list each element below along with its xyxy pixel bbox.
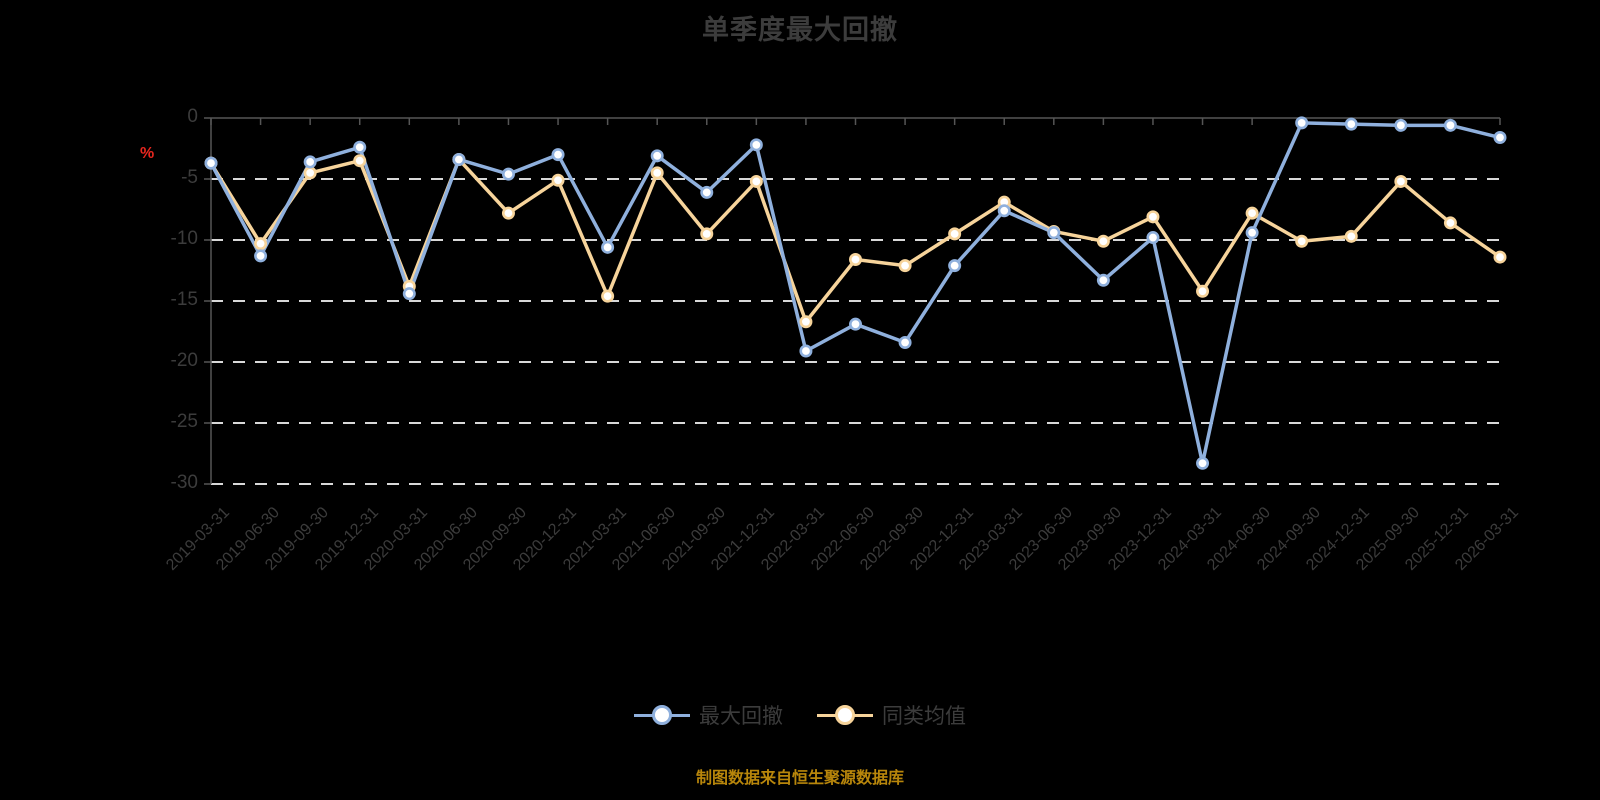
data-point — [1096, 234, 1110, 248]
y-axis-tick-label: -20 — [170, 350, 198, 371]
data-point — [353, 140, 367, 154]
data-point — [1493, 131, 1507, 145]
data-point — [749, 138, 763, 152]
data-point — [204, 156, 218, 170]
legend-marker-icon — [817, 704, 873, 726]
y-axis-tick-label: -5 — [181, 167, 198, 188]
data-point — [948, 259, 962, 273]
data-point — [1443, 216, 1457, 230]
data-point — [1245, 206, 1259, 220]
data-point — [650, 166, 664, 180]
data-point — [1196, 456, 1210, 470]
legend-dot — [835, 705, 855, 725]
data-point — [1344, 117, 1358, 131]
y-axis-tick-label: -10 — [170, 228, 198, 249]
data-point — [898, 259, 912, 273]
data-point — [551, 173, 565, 187]
data-point — [353, 154, 367, 168]
data-point — [848, 317, 862, 331]
data-point — [650, 149, 664, 163]
chart-legend: 最大回撤 同类均值 — [0, 700, 1600, 730]
data-point — [1146, 231, 1160, 245]
data-point — [1344, 229, 1358, 243]
data-point — [948, 227, 962, 241]
data-point — [700, 185, 714, 199]
data-point — [601, 289, 615, 303]
legend-item-label: 最大回撤 — [699, 705, 783, 728]
data-point — [1493, 250, 1507, 264]
page-title: 单季度最大回撤 — [702, 15, 898, 45]
legend-item[interactable]: 同类均值 — [817, 700, 966, 730]
data-point — [402, 287, 416, 301]
data-source-note: 制图数据来自恒生聚源数据库 — [695, 770, 904, 787]
data-point — [1394, 118, 1408, 132]
data-point — [1146, 210, 1160, 224]
y-axis-tick-label: -30 — [170, 472, 198, 493]
data-point — [601, 240, 615, 254]
data-point — [898, 335, 912, 349]
data-point — [799, 315, 813, 329]
legend-item-label: 同类均值 — [882, 705, 966, 728]
data-point — [1394, 174, 1408, 188]
data-point — [501, 206, 515, 220]
data-point — [254, 249, 268, 263]
data-point — [848, 253, 862, 267]
data-point — [303, 155, 317, 169]
legend-marker-icon — [634, 704, 690, 726]
data-point — [254, 237, 268, 251]
data-point — [749, 174, 763, 188]
y-axis-tick-label: -25 — [170, 411, 198, 432]
data-point — [501, 167, 515, 181]
data-point — [452, 152, 466, 166]
data-point — [1295, 116, 1309, 130]
y-axis-tick-label: 0 — [187, 106, 198, 127]
data-point — [1096, 273, 1110, 287]
data-point — [1196, 284, 1210, 298]
data-point — [1295, 234, 1309, 248]
data-point — [1443, 118, 1457, 132]
data-point — [997, 204, 1011, 218]
legend-item[interactable]: 最大回撤 — [634, 700, 783, 730]
data-point — [700, 227, 714, 241]
y-axis-tick-label: -15 — [170, 289, 198, 310]
legend-dot — [652, 705, 672, 725]
y-axis-unit-label: % — [140, 145, 155, 162]
data-point — [303, 166, 317, 180]
data-point — [1047, 226, 1061, 240]
data-point — [799, 344, 813, 358]
data-point — [551, 148, 565, 162]
data-point — [1245, 226, 1259, 240]
